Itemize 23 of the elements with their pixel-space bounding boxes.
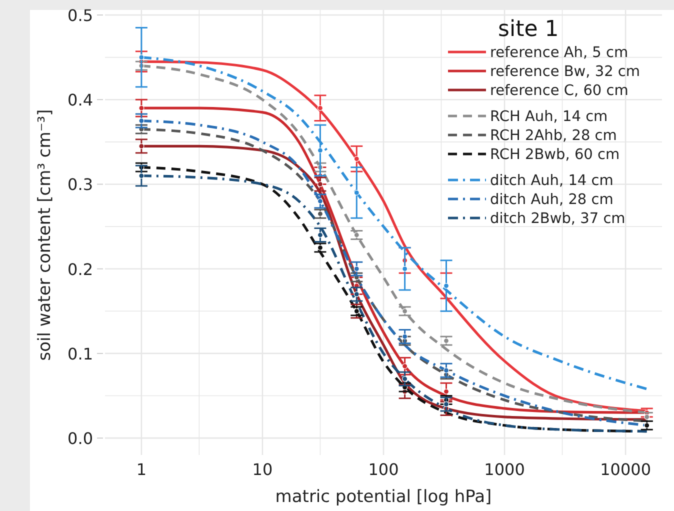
y-tick-label: 0.0 <box>68 429 93 448</box>
y-tick-label: 0.3 <box>68 175 93 194</box>
legend-label: ditch 2Bwb, 37 cm <box>490 211 626 227</box>
legend-label: reference C, 60 cm <box>490 83 628 99</box>
x-axis-title: matric potential [log hPa] <box>275 487 492 507</box>
y-tick-label: 0.5 <box>68 6 93 25</box>
x-tick-label: 10 <box>252 460 273 479</box>
y-axis-title: soil water content [cm³ cm⁻³] <box>35 109 55 361</box>
y-tick-label: 0.4 <box>68 90 93 110</box>
x-tick-label: 1 <box>136 460 147 479</box>
y-tick-label: 0.1 <box>68 344 93 364</box>
legend-label: RCH 2Ahb, 28 cm <box>490 128 617 144</box>
legend-label: RCH Auh, 14 cm <box>490 109 608 125</box>
legend-label: reference Bw, 32 cm <box>490 64 640 80</box>
legend-label: ditch Auh, 28 cm <box>490 192 614 208</box>
legend-label: reference Ah, 5 cm <box>490 45 628 61</box>
x-tick-label: 10000 <box>600 460 652 479</box>
legend-label: ditch Auh, 14 cm <box>490 173 614 189</box>
x-tick-label: 100 <box>368 460 399 479</box>
legend-title: site 1 <box>498 17 559 42</box>
y-tick-label: 0.2 <box>68 260 93 279</box>
x-tick-label: 1000 <box>484 460 525 479</box>
legend-label: RCH 2Bwb, 60 cm <box>490 147 620 163</box>
